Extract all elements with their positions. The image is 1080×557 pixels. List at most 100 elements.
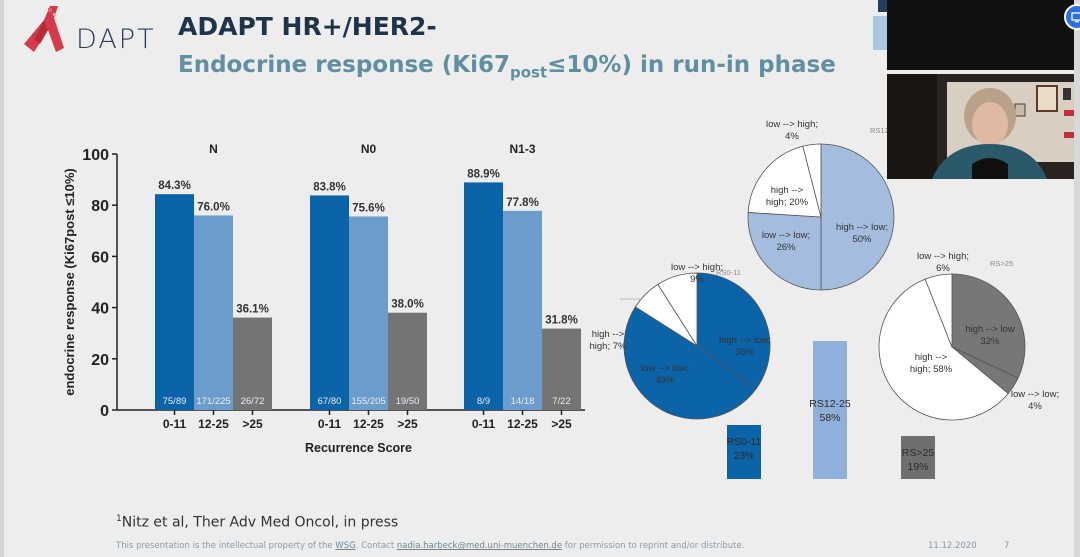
x-tick-label: >25	[242, 417, 263, 431]
pie-slice-label: high --> low	[965, 324, 1015, 335]
pie-slice-value: high; 20%	[766, 197, 809, 208]
pie-title: RS12-25	[870, 126, 900, 135]
distribution-bar-category: RS12-25	[809, 398, 851, 410]
pie-slice	[924, 273, 953, 348]
pie-slice-label: low --> low;	[762, 230, 810, 241]
bar-count-label: 14/18	[511, 396, 535, 407]
bar-count-label: 67/80	[318, 396, 342, 407]
pie-slice	[820, 143, 895, 291]
pie-slice-label: high -->	[771, 185, 804, 196]
window-edge-left	[0, 0, 4, 557]
bar	[542, 328, 581, 410]
bar-count-label: 8/9	[477, 396, 490, 407]
bar-value-label: 75.6%	[352, 202, 385, 214]
bar-count-label: 7/22	[552, 396, 571, 407]
page-number: 7	[1004, 541, 1010, 551]
speaker-video	[887, 74, 1074, 179]
group-title: N0	[361, 142, 377, 156]
bar-count-label: 26/72	[241, 396, 265, 407]
distribution-bar-value: 19%	[907, 461, 928, 473]
video-tile-empty[interactable]	[887, 0, 1074, 70]
bar-value-label: 38.0%	[391, 299, 424, 311]
pie-slice-value: 32%	[980, 336, 1000, 347]
footer-date: 11.12.2020	[928, 541, 977, 551]
pie-slice-label: low --> high;	[766, 119, 818, 130]
pie-slice-label: high --> low;	[719, 335, 771, 346]
pie-slice-value: 50%	[852, 234, 872, 245]
group-title: N	[209, 142, 218, 156]
bar	[388, 312, 427, 410]
x-tick-label: 12-25	[507, 417, 538, 431]
distribution-bar	[727, 425, 761, 479]
pie-slice	[878, 278, 1009, 421]
y-tick-label: 0	[100, 403, 109, 420]
bar-count-label: 171/225	[196, 396, 230, 407]
bar-count-label: 19/50	[396, 396, 420, 407]
distribution-bar-value: 58%	[819, 412, 840, 424]
adapt-logo: DAPT	[20, 4, 154, 56]
pie-title: RS>25	[990, 259, 1013, 268]
pie-slice-value: high; 58%	[910, 364, 953, 375]
bar-count-label: 155/205	[351, 396, 385, 407]
bar-value-label: 77.8%	[506, 197, 539, 209]
slide-decoration-light	[873, 16, 891, 50]
bar	[310, 195, 349, 410]
pie-slice	[747, 211, 822, 291]
pie-slice-label: low --> low;	[1011, 389, 1059, 400]
x-tick-label: 0-11	[163, 417, 187, 431]
x-tick-label: >25	[551, 417, 572, 431]
footnote: 1Nitz et al, Ther Adv Med Oncol, in pres…	[116, 514, 399, 531]
bar-value-label: 36.1%	[236, 304, 269, 316]
wsg-link[interactable]: WSG	[335, 541, 356, 551]
pie-slice-value: 49%	[655, 375, 675, 386]
bar	[503, 210, 542, 410]
pie-slice-label: high -->	[915, 352, 948, 363]
screen-share-icon	[1071, 12, 1080, 23]
pie-slice-label: high --> low;	[836, 222, 888, 233]
pie-slice	[657, 272, 698, 348]
logo-text: DAPT	[76, 24, 156, 55]
x-tick-label: 0-11	[472, 417, 496, 431]
pie-slice-value: high; 7%	[590, 341, 628, 352]
x-tick-label: 0-11	[318, 417, 342, 431]
screen-share-button[interactable]	[1064, 4, 1080, 30]
pie-slice-value: 35%	[735, 347, 755, 358]
footer-copyright: This presentation is the intellectual pr…	[116, 541, 745, 551]
bar-value-label: 76.0%	[197, 201, 230, 213]
slide-title: ADAPT HR+/HER2-	[178, 12, 437, 41]
bar-count-label: 75/89	[163, 396, 187, 407]
x-axis-label: Recurrence Score	[305, 441, 412, 455]
pie-slice-value: 4%	[1028, 401, 1042, 412]
pie-slice-value: 9%	[690, 274, 704, 285]
pie-slice	[696, 272, 771, 390]
pie-slice-value: 26%	[776, 242, 796, 253]
email-link[interactable]: nadia.harbeck@med.uni-muenchen.de	[396, 541, 563, 551]
ribbon-icon	[24, 6, 64, 52]
distribution-bar	[901, 436, 935, 479]
y-tick-label: 80	[91, 198, 109, 215]
slide-subtitle: Endocrine response (Ki67post≤10%) in run…	[178, 52, 836, 82]
bar	[194, 215, 233, 410]
window-edge-right	[1074, 0, 1080, 557]
distribution-bar-category: RS0-11	[727, 436, 762, 448]
x-tick-label: 12-25	[353, 417, 384, 431]
distribution-bar-value: 23%	[733, 450, 754, 462]
y-axis-label: endocrine response (Ki67post ≤10%)	[62, 168, 77, 395]
distribution-bar-category: RS>25	[902, 447, 935, 459]
y-tick-label: 60	[91, 249, 109, 266]
x-tick-label: 12-25	[198, 417, 229, 431]
pie-slice-label: low --> high;	[917, 251, 969, 262]
bar-value-label: 83.8%	[313, 181, 346, 193]
bar	[349, 216, 388, 410]
bar	[155, 194, 194, 410]
bar-value-label: 84.3%	[158, 180, 191, 192]
pie-slice-value: 6%	[936, 263, 950, 274]
bar	[233, 317, 272, 410]
distribution-bar	[813, 341, 847, 479]
pie-slice	[623, 306, 757, 420]
pie-slice-label: high -->	[592, 329, 625, 340]
pie-slice	[747, 145, 822, 218]
bar-value-label: 88.9%	[467, 168, 500, 180]
video-tile-speaker[interactable]	[887, 74, 1074, 179]
